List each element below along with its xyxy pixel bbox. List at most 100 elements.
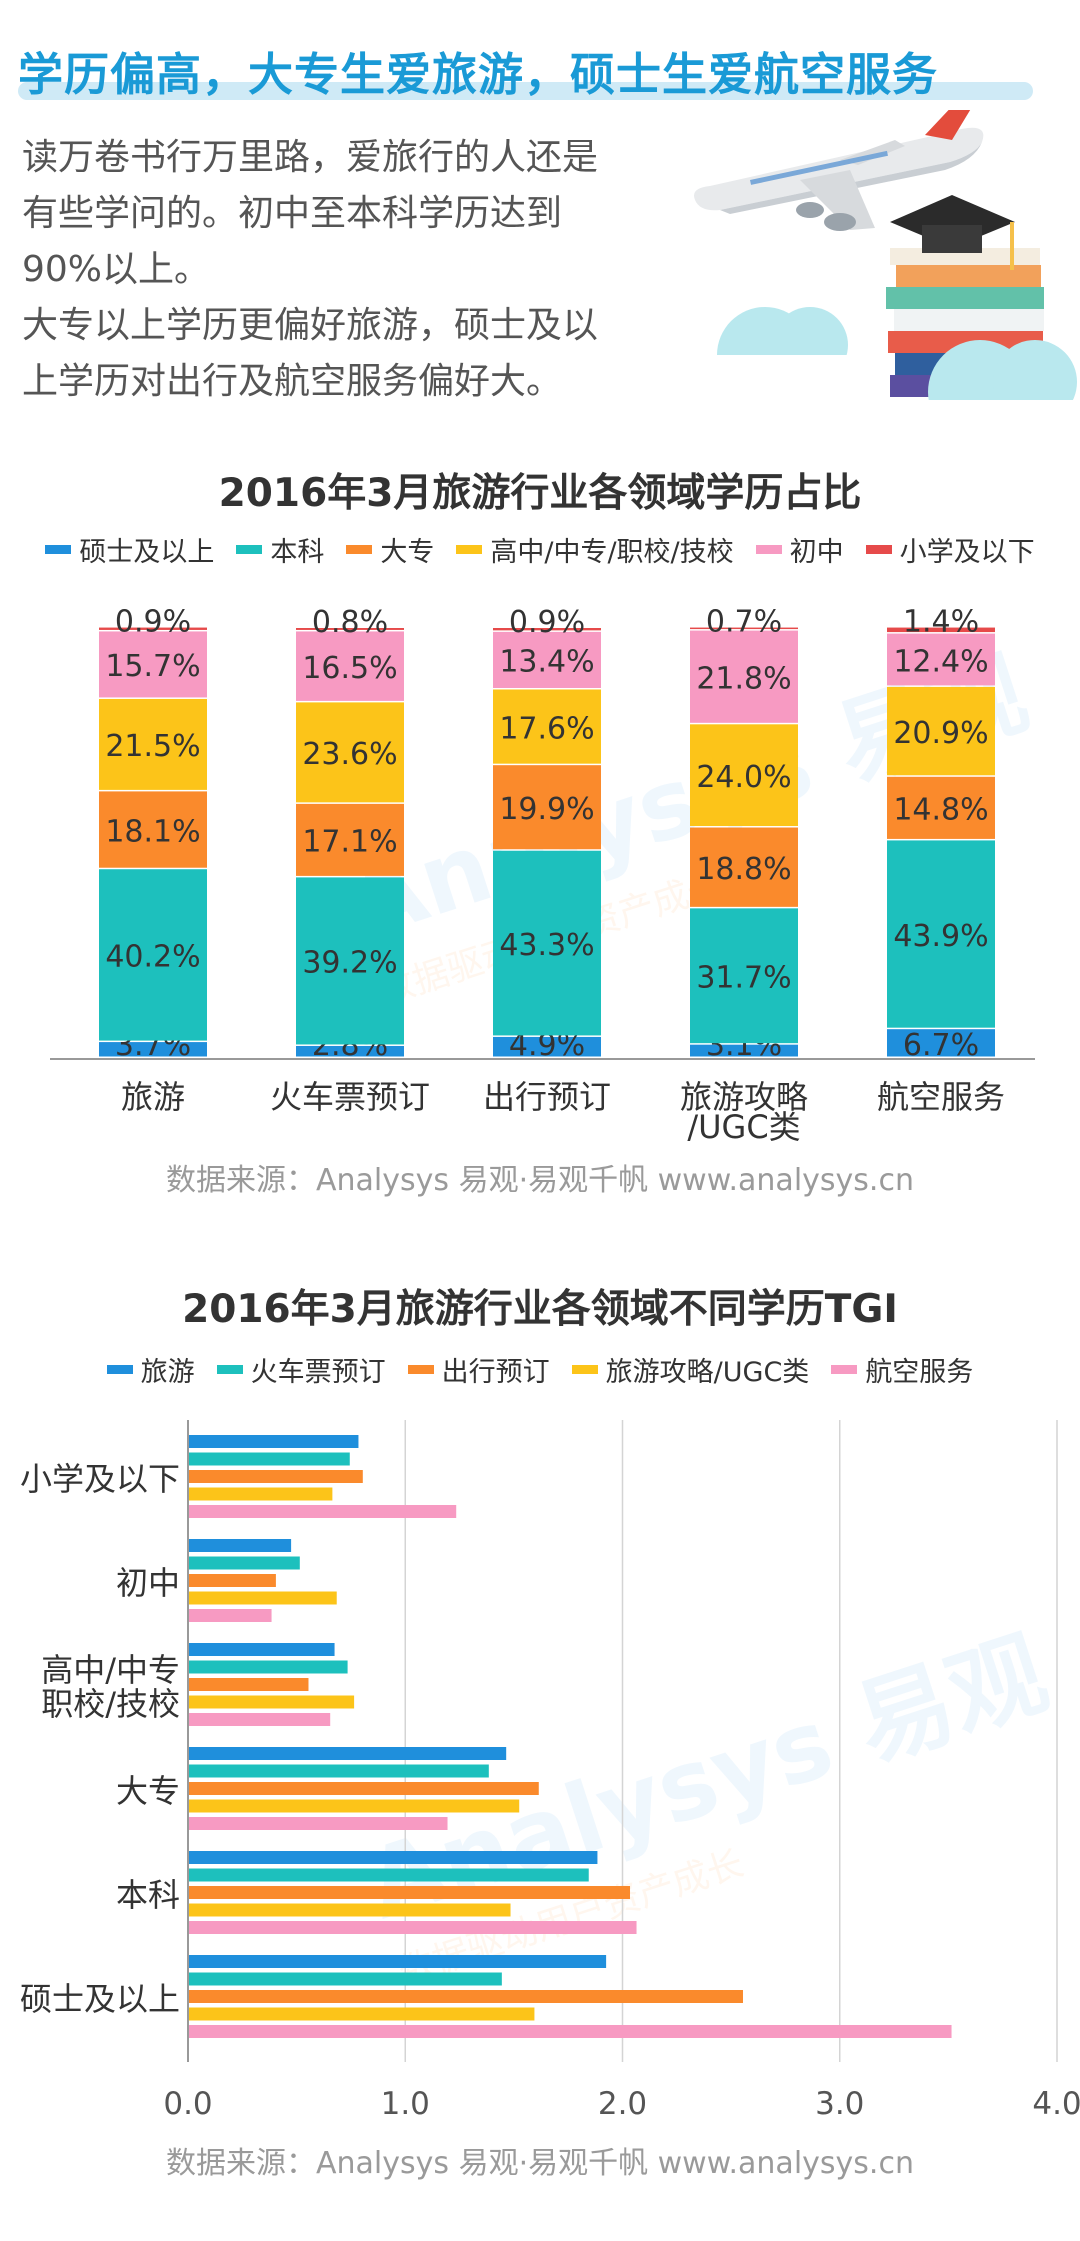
legend-label: 初中 <box>789 537 844 568</box>
stacked-data-label: 0.9% <box>115 605 191 640</box>
legend-swatch <box>236 545 263 554</box>
stacked-data-label: 12.4% <box>893 644 988 679</box>
tgi-bar <box>189 1990 743 2003</box>
stacked-data-label: 18.8% <box>696 852 791 887</box>
stacked-data-label: 17.1% <box>302 825 397 860</box>
stacked-chart-source: 数据来源：Analysys 易观·易观千帆 www.analysys.cn <box>166 1163 914 1198</box>
stacked-bar-segment <box>887 633 995 686</box>
headline-highlight <box>18 82 1033 100</box>
tgi-bar <box>189 1868 589 1882</box>
category-axis-label: 火车票预订 <box>270 1078 430 1116</box>
stacked-legend-item: 初中 <box>755 530 844 569</box>
legend-label: 出行预订 <box>441 1357 550 1388</box>
stacked-data-label: 39.2% <box>302 946 397 981</box>
stacked-bar-chart: 3.7%40.2%18.1%21.5%15.7%0.9%旅游2.8%39.2%1… <box>50 605 1035 1146</box>
legend-swatch <box>45 545 72 554</box>
stacked-data-label: 1.4% <box>903 605 979 640</box>
stacked-data-label: 21.5% <box>105 729 200 764</box>
stacked-bar-segment <box>296 628 404 630</box>
stacked-bar-segment <box>493 765 601 850</box>
tgi-bar <box>189 1556 300 1570</box>
graduation-cap-icon <box>890 195 1015 270</box>
headline: 学历偏高，大专生爱旅游，硕士生爱航空服务 <box>18 38 1033 108</box>
stacked-bar-segment <box>887 627 995 633</box>
stacked-bar-segment <box>296 702 404 803</box>
airplane-icon <box>694 110 984 231</box>
stacked-data-label: 43.3% <box>499 928 594 963</box>
category-axis-label: 高中/中专 <box>41 1651 180 1689</box>
stacked-bar-segment <box>99 631 207 698</box>
legend-swatch <box>216 1365 243 1374</box>
tgi-bar <box>189 1487 333 1501</box>
stacked-bar-segment <box>99 627 207 630</box>
stacked-bar-segment <box>296 803 404 876</box>
tgi-bar <box>189 1972 502 1986</box>
tgi-bar <box>189 1764 489 1778</box>
airplane-books-illustration <box>694 110 1080 440</box>
legend-swatch <box>456 545 483 554</box>
stacked-legend-item: 小学及以下 <box>865 530 1035 569</box>
tgi-bar <box>189 1799 520 1813</box>
stacked-legend-item: 本科 <box>236 530 324 569</box>
category-axis-label: 硕士及以上 <box>20 1980 180 2018</box>
stacked-bar-segment <box>887 776 995 839</box>
legend-swatch <box>831 1365 858 1374</box>
stacked-data-label: 20.9% <box>893 716 988 751</box>
tgi-bar <box>189 1903 511 1917</box>
stacked-bar-segment <box>493 689 601 764</box>
tgi-bar <box>189 1713 331 1726</box>
legend-swatch <box>755 545 782 554</box>
stacked-bar-segment <box>99 698 207 790</box>
legend-label: 硕士及以上 <box>79 537 215 568</box>
headline-text: 学历偏高，大专生爱旅游，硕士生爱航空服务 <box>18 48 939 101</box>
tgi-bar <box>189 1574 276 1587</box>
tgi-bar <box>189 2025 952 2038</box>
stacked-bar-segment <box>99 869 207 1041</box>
category-axis-label: 大专 <box>116 1772 180 1810</box>
x-tick-label: 0.0 <box>163 2086 212 2120</box>
tgi-bar <box>189 1817 448 1830</box>
stacked-data-label: 0.8% <box>312 605 388 640</box>
category-axis-label: /UGC类 <box>687 1108 800 1146</box>
tgi-legend-item: 出行预订 <box>407 1350 550 1389</box>
stacked-data-label: 43.9% <box>893 919 988 954</box>
stacked-bar-segment <box>296 877 404 1045</box>
tgi-bar <box>189 1921 637 1934</box>
cloud-right <box>920 340 1080 440</box>
tgi-bar <box>189 1452 350 1466</box>
stacked-bar-segment <box>690 627 798 630</box>
tgi-bar <box>189 1609 272 1622</box>
category-axis-label: 旅游攻略 <box>680 1078 808 1116</box>
tgi-chart-legend: 旅游 火车票预订 出行预订 旅游攻略/UGC类 航空服务 <box>0 1350 1080 1389</box>
stacked-data-label: 21.8% <box>696 661 791 696</box>
legend-label: 火车票预订 <box>250 1357 386 1388</box>
cloud-left <box>710 307 850 425</box>
legend-label: 小学及以下 <box>899 537 1035 568</box>
legend-swatch <box>407 1365 434 1374</box>
tgi-chart-title: 2016年3月旅游行业各领域不同学历TGI <box>182 1287 898 1332</box>
tgi-horizontal-bar-chart: 0.0 1.0 2.0 3.0 4.0 小学及以下初中高中/中专职校/技校大专本科硕士及以… <box>20 1420 1080 2120</box>
stacked-bar-segment <box>99 791 207 868</box>
stacked-bar-segment <box>887 1029 995 1057</box>
stacked-bar-segment <box>493 1036 601 1057</box>
category-axis-label: 航空服务 <box>877 1078 1005 1116</box>
stacked-bar-segment <box>296 631 404 701</box>
legend-label: 大专 <box>380 537 435 568</box>
stacked-bar-segment <box>690 724 798 827</box>
tgi-bar <box>189 1678 309 1691</box>
intro-line: 90%以上。 <box>22 249 211 290</box>
legend-label: 高中/中专/职校/技校 <box>490 537 734 568</box>
tgi-bar <box>189 1643 335 1656</box>
stacked-bar-segment <box>887 686 995 776</box>
stacked-bar-segment <box>690 908 798 1044</box>
tgi-bar <box>189 1470 363 1483</box>
tgi-bar <box>189 1591 337 1605</box>
tgi-bar <box>189 1955 607 1968</box>
tgi-bar <box>189 1747 507 1760</box>
legend-label: 航空服务 <box>865 1357 974 1388</box>
stacked-data-label: 6.7% <box>903 1028 979 1063</box>
legend-swatch <box>865 545 892 554</box>
intro-line: 有些学问的。初中至本科学历达到 <box>22 193 563 234</box>
stacked-data-label: 14.8% <box>893 793 988 828</box>
